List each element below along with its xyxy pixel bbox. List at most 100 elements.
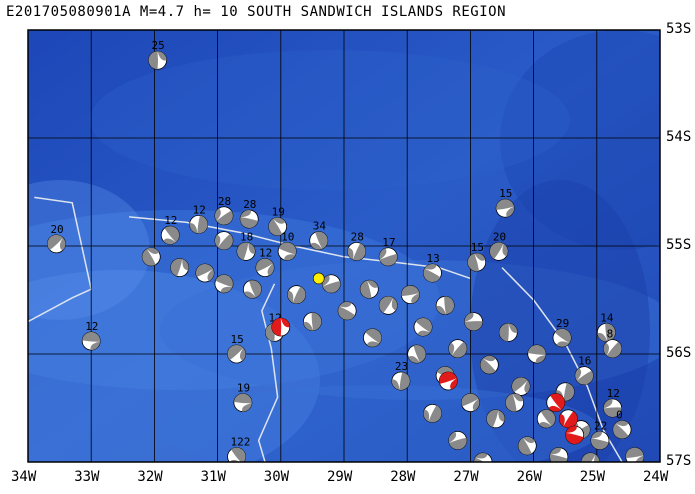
mechanism-depth-label: 10: [281, 230, 294, 243]
focal-mechanism[interactable]: [168, 256, 190, 278]
mechanism-depth-label: 28: [243, 198, 256, 211]
focal-mechanism[interactable]: [345, 240, 369, 264]
focal-mechanism[interactable]: [235, 240, 257, 262]
bathymetry: [28, 30, 660, 462]
focal-mechanism[interactable]: [81, 331, 101, 351]
highlight-focal-mechanism[interactable]: [543, 390, 568, 415]
mechanism-depth-label: 12: [607, 387, 620, 400]
focal-mechanism[interactable]: [193, 261, 217, 285]
focal-mechanism[interactable]: [624, 446, 645, 467]
focal-mechanism[interactable]: [435, 295, 455, 316]
focal-mechanism[interactable]: [495, 198, 516, 219]
focal-mechanism[interactable]: [447, 429, 469, 451]
mechanism-depth-label: 28: [218, 195, 231, 208]
mechanism-depth-label: 20: [493, 230, 506, 243]
longitude-label: 29W: [327, 469, 353, 485]
focal-mechanism[interactable]: [211, 203, 236, 228]
latitude-label: 56S: [666, 345, 692, 361]
focal-mechanism[interactable]: [158, 223, 183, 248]
focal-mechanism[interactable]: [360, 325, 385, 350]
mechanism-depth-label: 17: [382, 236, 395, 249]
focal-mechanism[interactable]: [458, 391, 482, 415]
focal-mechanism[interactable]: [188, 214, 209, 234]
mechanism-depth-label: 19: [272, 206, 285, 219]
focal-mechanism[interactable]: [241, 277, 264, 300]
focal-mechanism[interactable]: [307, 229, 331, 253]
focal-mechanism[interactable]: [320, 272, 343, 295]
highlight-focal-mechanism[interactable]: [437, 370, 460, 393]
mechanism-depth-label: 19: [237, 382, 250, 395]
highlight-focal-mechanism[interactable]: [271, 317, 291, 337]
focal-mechanism[interactable]: [464, 312, 483, 332]
focal-mechanism[interactable]: [578, 450, 603, 475]
focal-mechanism[interactable]: [486, 239, 511, 264]
mechanism-depth-label: 0: [616, 409, 623, 422]
focal-mechanism[interactable]: [376, 293, 401, 318]
focal-mechanism[interactable]: [445, 336, 470, 361]
focal-mechanism[interactable]: [265, 214, 290, 239]
mechanism-depth-label: 34: [313, 220, 327, 233]
focal-mechanism[interactable]: [498, 322, 518, 342]
focal-mechanism[interactable]: [285, 283, 309, 307]
focal-mechanism[interactable]: [391, 371, 412, 392]
focal-mechanism[interactable]: [139, 245, 164, 270]
focal-mechanism[interactable]: [508, 374, 533, 399]
focal-mechanism[interactable]: [212, 272, 235, 295]
epicenter-marker[interactable]: [312, 272, 325, 285]
focal-mechanism[interactable]: [609, 417, 634, 442]
focal-mechanism[interactable]: [44, 231, 69, 256]
focal-mechanism[interactable]: [527, 344, 547, 364]
mechanism-depth-label: 23: [395, 360, 408, 373]
focal-mechanism[interactable]: [420, 401, 444, 425]
highlight-focal-mechanism[interactable]: [556, 406, 581, 431]
focal-mechanism[interactable]: [405, 342, 428, 365]
mechanism-depth-label: 15: [231, 333, 244, 346]
longitude-label: 32W: [137, 469, 163, 485]
mechanism-depth-label: 22: [594, 419, 607, 432]
focal-mechanism[interactable]: [471, 450, 496, 475]
mechanism-depth-label: 29: [556, 317, 569, 330]
longitude-label: 27W: [453, 469, 479, 485]
longitude-label: 26W: [516, 469, 542, 485]
focal-mechanism[interactable]: [233, 393, 253, 413]
mechanism-depth-label: 14: [600, 311, 614, 324]
focal-mechanism[interactable]: [603, 398, 622, 418]
focal-mechanism[interactable]: [477, 352, 502, 377]
focal-mechanism[interactable]: [589, 430, 611, 452]
focal-mechanism[interactable]: [400, 284, 421, 305]
focal-mechanism[interactable]: [358, 278, 380, 300]
focal-mechanism[interactable]: [148, 50, 167, 70]
focal-mechanism[interactable]: [600, 336, 625, 361]
focal-mechanism[interactable]: [377, 245, 400, 268]
mechanism-depth-label: 20: [50, 223, 63, 236]
focal-mechanism[interactable]: [548, 446, 570, 468]
mechanism-depth-label: 15: [471, 241, 484, 254]
focal-mechanism[interactable]: [534, 406, 559, 431]
mechanism-depth-label: 12: [259, 247, 272, 260]
focal-mechanism[interactable]: [484, 407, 507, 430]
map-border: [27, 29, 661, 463]
plate-boundary-line: [257, 283, 279, 462]
focal-mechanism[interactable]: [224, 341, 249, 366]
mechanism-depth-label: 12: [193, 203, 206, 216]
longitude-label: 34W: [11, 469, 37, 485]
focal-mechanism[interactable]: [276, 240, 299, 263]
longitude-label: 28W: [390, 469, 416, 485]
focal-mechanism[interactable]: [253, 255, 277, 279]
focal-mechanism[interactable]: [466, 251, 488, 273]
focal-mechanism[interactable]: [504, 392, 526, 414]
focal-mechanism[interactable]: [302, 312, 323, 332]
longitude-label: 24W: [643, 469, 669, 485]
mechanism-depth-label: 122: [231, 436, 251, 449]
focal-mechanism[interactable]: [335, 299, 359, 323]
focal-mechanism[interactable]: [549, 325, 574, 350]
focal-mechanism[interactable]: [410, 314, 435, 339]
longitude-label: 30W: [263, 469, 290, 485]
focal-mechanism[interactable]: [515, 434, 539, 458]
focal-mechanism[interactable]: [211, 228, 236, 253]
highlight-focal-mechanism[interactable]: [564, 424, 586, 446]
focal-mechanism[interactable]: [572, 363, 597, 388]
focal-mechanism[interactable]: [420, 261, 444, 285]
focal-mechanism[interactable]: [239, 208, 260, 229]
